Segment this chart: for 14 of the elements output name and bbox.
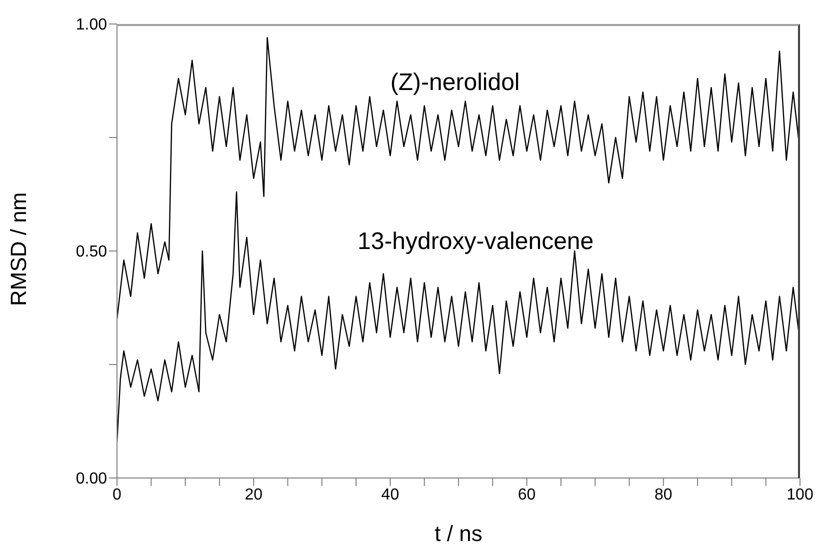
x-axis-title: t / ns <box>434 521 482 546</box>
x-tick-label: 20 <box>244 486 263 504</box>
x-tick-label: 60 <box>518 486 536 504</box>
x-tick-label: 0 <box>112 486 122 504</box>
y-tick-label: 0.00 <box>76 470 108 488</box>
y-tick-label: 1.00 <box>76 16 108 34</box>
line-series <box>117 37 800 320</box>
series-label: (Z)-nerolidol <box>390 69 520 98</box>
y-tick-label: 0.50 <box>76 244 108 261</box>
x-tick-label: 40 <box>381 486 400 504</box>
x-tick-label: 100 <box>786 486 814 504</box>
series-label: 13-hydroxy-valencene <box>357 228 594 256</box>
y-axis-title: RMSD / nm <box>6 192 31 306</box>
x-tick-label: 80 <box>654 486 672 504</box>
